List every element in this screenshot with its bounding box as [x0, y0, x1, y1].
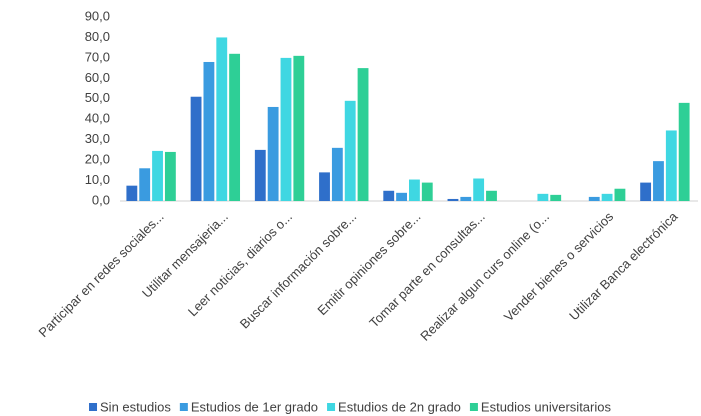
y-tick-label: 0,0: [92, 192, 110, 207]
legend-label: Estudios de 2n grado: [338, 399, 461, 414]
bar: [357, 68, 369, 201]
bar: [319, 172, 330, 201]
y-tick-label: 50,0: [85, 90, 110, 105]
x-tick-label: Vender bienes o servicios: [501, 209, 617, 325]
bar: [267, 106, 279, 201]
legend-label: Sin estudios: [100, 399, 171, 414]
x-tick-label: Tomar parte en consultas...: [366, 209, 487, 330]
bar: [550, 194, 562, 201]
bar: [653, 161, 664, 201]
bar: [216, 37, 228, 201]
bar: [152, 150, 163, 201]
x-tick-label: Utilizar Banca electrónica: [566, 208, 681, 323]
bar: [678, 102, 690, 201]
bar: [293, 55, 305, 201]
bar: [537, 193, 549, 201]
bar: [473, 178, 485, 201]
bar: [640, 182, 652, 201]
y-tick-label: 70,0: [85, 49, 110, 64]
legend-label: Estudios de 1er grado: [191, 399, 318, 414]
bar: [139, 168, 151, 201]
bar: [614, 188, 626, 201]
bar: [164, 151, 176, 201]
bar: [280, 57, 292, 202]
bar: [126, 185, 138, 201]
y-tick-label: 30,0: [85, 131, 110, 146]
bar: [486, 190, 497, 201]
bar: [601, 193, 613, 201]
bar: [254, 149, 266, 201]
bar: [460, 196, 472, 201]
y-tick-label: 80,0: [85, 29, 110, 44]
bar: [396, 192, 407, 201]
legend-swatch: [89, 403, 98, 411]
y-tick-label: 20,0: [85, 152, 110, 167]
y-tick-label: 40,0: [85, 111, 110, 126]
bar: [229, 53, 241, 201]
bar: [383, 190, 395, 201]
x-tick-label: Realizar algun curs online (o...: [417, 209, 552, 344]
bar: [665, 130, 677, 201]
y-tick-label: 10,0: [85, 172, 110, 187]
bar: [588, 196, 600, 201]
legend-swatch: [469, 403, 478, 411]
legend-swatch: [179, 403, 188, 411]
bar: [203, 61, 215, 201]
x-tick-label: Leer noticias, diarios o...: [185, 209, 295, 319]
legend-swatch: [327, 403, 336, 411]
bar: [190, 96, 202, 201]
x-tick-label: Participar en redes sociales...: [35, 209, 166, 340]
bar: [331, 147, 343, 201]
y-tick-label: 90,0: [85, 8, 110, 23]
bar: [409, 179, 420, 201]
y-tick-label: 60,0: [85, 70, 110, 85]
bar: [421, 182, 433, 201]
x-tick-label: Buscar información sobre...: [237, 209, 359, 331]
bar: [447, 198, 459, 201]
x-tick-label: Emitir opiniones sobre...: [314, 209, 423, 318]
legend-label: Estudios universitarios: [481, 399, 612, 414]
bar: [344, 100, 356, 201]
